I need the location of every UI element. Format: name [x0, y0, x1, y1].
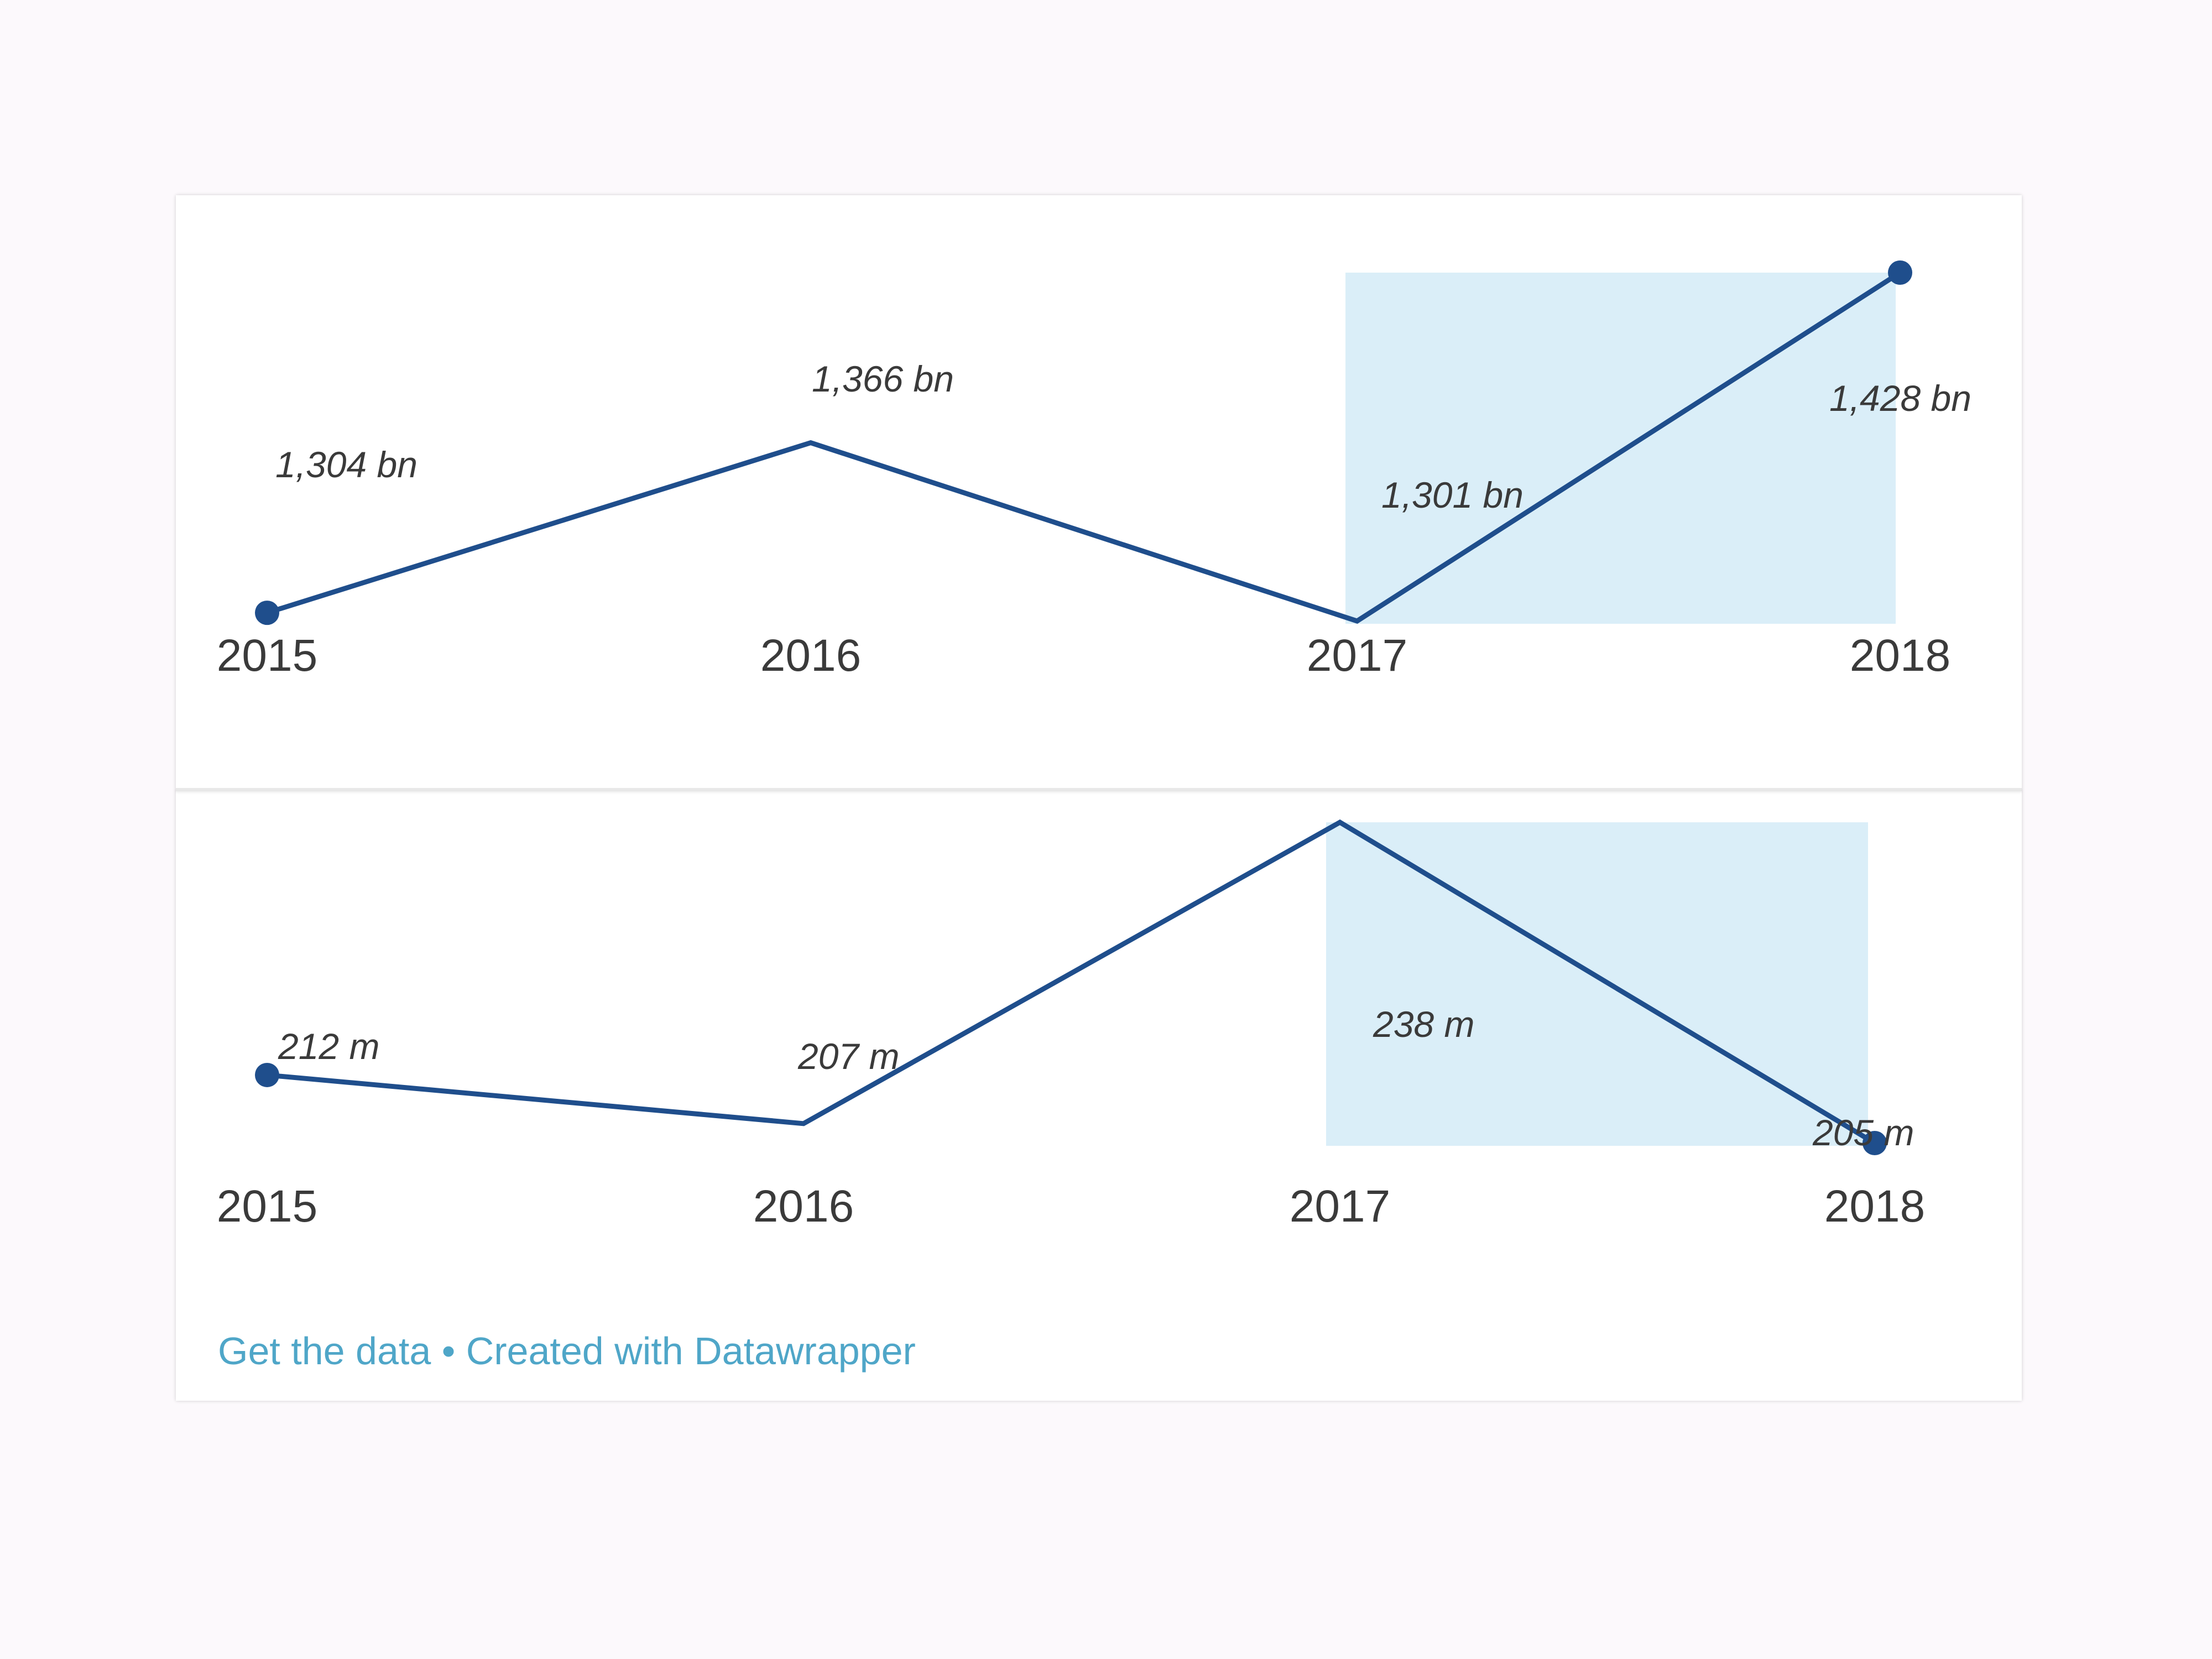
bottom-x-tick-2015: 2015 [217, 1181, 317, 1232]
top-x-tick-2017: 2017 [1307, 630, 1407, 681]
line-chart-top: 2015 2016 2017 2018 1,304 bn 1,366 bn 1,301 bn… [217, 260, 1971, 681]
bottom-x-tick-2016: 2016 [753, 1181, 854, 1232]
top-point-2015 [255, 601, 279, 625]
datawrapper-credit-link[interactable]: Created with Datawrapper [466, 1329, 916, 1373]
bottom-highlight-band [1326, 822, 1868, 1146]
chart-card: 2015 2016 2017 2018 1,304 bn 1,366 bn 1,301 bn… [176, 195, 2022, 1401]
bottom-point-2018 [1863, 1131, 1887, 1155]
get-data-link[interactable]: Get the data [218, 1329, 431, 1373]
bottom-data-label-2016: 207 m [797, 1036, 899, 1077]
bottom-point-2015 [255, 1062, 279, 1087]
line-chart-bottom: 2015 2016 2017 2018 212 m 207 m 238 m 205 m [217, 819, 1925, 1232]
top-x-tick-2016: 2016 [760, 630, 861, 681]
top-data-label-2018: 1,428 bn [1829, 378, 1971, 419]
bottom-x-tick-2018: 2018 [1824, 1181, 1925, 1232]
chart-footer: Get the data • Created with Datawrapper [218, 1329, 916, 1373]
panel-divider [176, 788, 2022, 791]
bottom-data-label-2017: 238 m [1373, 1004, 1474, 1045]
chart-panel-bottom: 2015 2016 2017 2018 212 m 207 m 238 m 205 m [176, 789, 2022, 1323]
top-data-label-2015: 1,304 bn [275, 444, 418, 485]
top-data-label-2017: 1,301 bn [1381, 474, 1524, 515]
top-data-label-2016: 1,366 bn [812, 358, 954, 399]
top-series-line [264, 270, 1903, 624]
top-highlight-band [1345, 273, 1896, 624]
chart-panel-top: 2015 2016 2017 2018 1,304 bn 1,366 bn 1,301 bn… [176, 195, 2022, 789]
bottom-x-tick-2017: 2017 [1290, 1181, 1390, 1232]
bottom-data-label-2015: 212 m [278, 1026, 379, 1067]
bottom-series-line [264, 819, 1877, 1146]
top-x-tick-2018: 2018 [1850, 630, 1950, 681]
footer-separator: • [431, 1329, 466, 1373]
top-point-2018 [1888, 260, 1912, 285]
top-x-tick-2015: 2015 [217, 630, 317, 681]
bottom-data-label-2018: 205 m [1812, 1112, 1914, 1153]
